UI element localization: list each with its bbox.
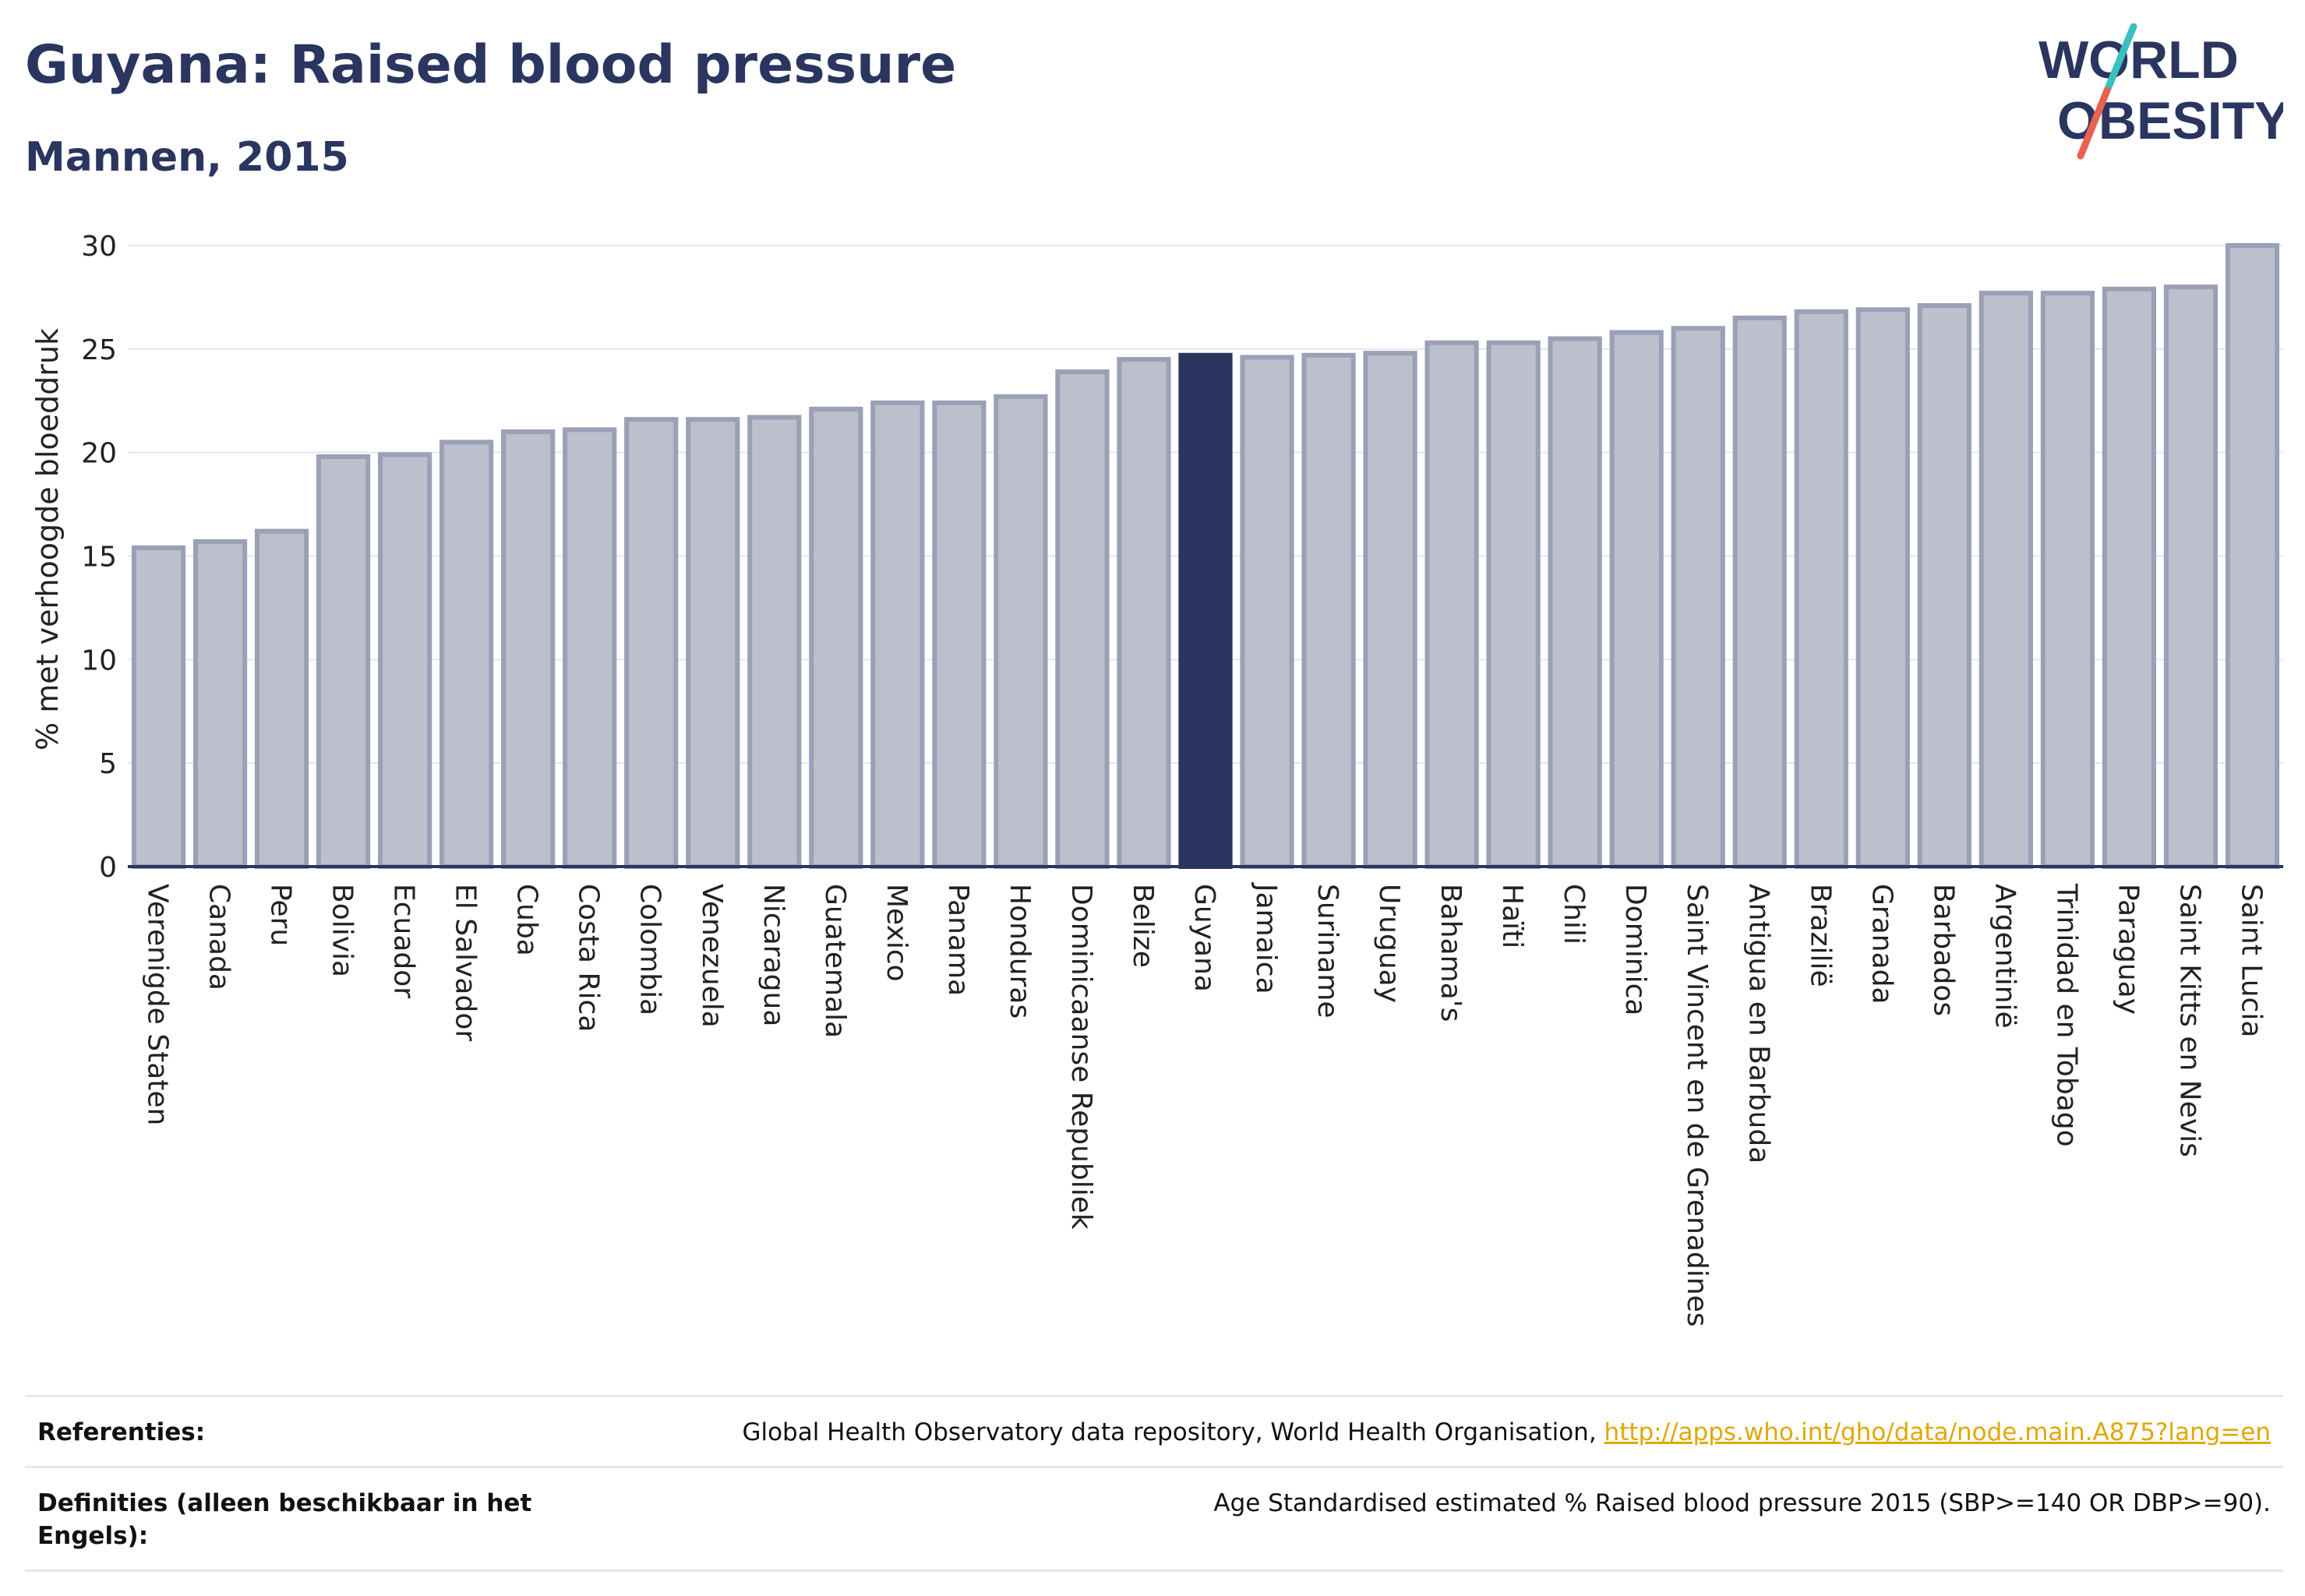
x-tick-label: Ecuador bbox=[388, 884, 420, 998]
x-tick-label: Chili bbox=[1558, 884, 1590, 945]
y-tick-label: 0 bbox=[99, 852, 117, 884]
x-tick-label: Venezuela bbox=[696, 884, 728, 1028]
bar-barbados bbox=[1917, 303, 1971, 869]
bar-argentini- bbox=[1978, 291, 2033, 869]
bar-bolivia bbox=[316, 454, 371, 870]
references-value: Global Health Observatory data repositor… bbox=[742, 1416, 2271, 1449]
logo-text-world: WORLD bbox=[2038, 30, 2239, 90]
x-tick-label: Saint Vincent en de Grenadines bbox=[1681, 884, 1713, 1327]
x-tick-label: Belize bbox=[1127, 884, 1159, 968]
definitions-label: Definities (alleen beschikbaar in het En… bbox=[37, 1489, 532, 1550]
x-tick-label: Granada bbox=[1866, 884, 1897, 1005]
references-table: Referenties: Global Health Observatory d… bbox=[25, 1395, 2283, 1572]
page-subtitle: Mannen, 2015 bbox=[25, 134, 349, 181]
x-tick-label: Brazilië bbox=[1804, 884, 1836, 987]
bar-bahama-s bbox=[1424, 340, 1479, 869]
x-tick-label: Paraguay bbox=[2112, 884, 2144, 1015]
bar-belize bbox=[1117, 357, 1171, 870]
bar-saint-lucia bbox=[2225, 243, 2280, 869]
bar-granada bbox=[1855, 307, 1910, 869]
x-tick-label: El Salvador bbox=[450, 884, 482, 1041]
x-tick-label: Panama bbox=[942, 884, 974, 996]
bar-brazili- bbox=[1794, 309, 1848, 870]
bar-panama bbox=[932, 400, 987, 869]
bar-dominica bbox=[1609, 330, 1664, 869]
logo-slash-bottom bbox=[2077, 87, 2111, 160]
definitions-value: Age Standardised estimated % Raised bloo… bbox=[1213, 1489, 2271, 1517]
bar-honduras bbox=[994, 394, 1048, 870]
bar-chart: 0 5 10 15 20 25 30 Verenigde Staten Canada Peru B… bbox=[30, 231, 2283, 1327]
x-tick-label: Argentinië bbox=[1989, 884, 2021, 1029]
references-label: Referenties: bbox=[37, 1418, 206, 1446]
x-tick-label: Saint Lucia bbox=[2235, 884, 2267, 1037]
x-tick-label: Suriname bbox=[1311, 884, 1343, 1019]
x-tick-label: Costa Rica bbox=[573, 884, 605, 1032]
x-tick-label: Verenigde Staten bbox=[142, 884, 174, 1125]
x-tick-label: Mexico bbox=[881, 884, 912, 982]
bar-ecuador bbox=[378, 452, 432, 870]
bar-canada bbox=[192, 538, 248, 869]
logo-slash-top bbox=[2103, 23, 2137, 94]
page-title: Guyana: Raised blood pressure bbox=[25, 34, 957, 96]
world-obesity-logo: WORLD OBESITY bbox=[2038, 23, 2283, 160]
x-tick-label: Jamaica bbox=[1250, 882, 1282, 994]
bar-uruguay bbox=[1363, 351, 1417, 869]
bar-jamaica bbox=[1240, 355, 1294, 869]
x-tick-label: Honduras bbox=[1004, 884, 1036, 1019]
references-row: Referenties: Global Health Observatory d… bbox=[25, 1395, 2283, 1466]
x-tick-label: Colombia bbox=[634, 884, 666, 1015]
bar-ha-ti bbox=[1486, 340, 1541, 869]
y-axis-label: % met verhoogde bloeddruk bbox=[30, 328, 65, 750]
y-tick-label: 10 bbox=[81, 644, 117, 676]
y-tick-label: 5 bbox=[99, 748, 117, 780]
bar-mexico bbox=[870, 400, 925, 869]
definitions-row: Definities (alleen beschikbaar in het En… bbox=[25, 1466, 2283, 1572]
bar-guatemala bbox=[809, 406, 863, 870]
x-tick-label: Trinidad en Tobago bbox=[2050, 883, 2082, 1147]
y-tick-label: 15 bbox=[81, 542, 117, 574]
x-tick-label: Canada bbox=[203, 884, 235, 990]
x-tick-label: Dominicaanse Republiek bbox=[1065, 884, 1097, 1230]
x-tick-label: Barbados bbox=[1927, 884, 1959, 1016]
bar-el-salvador bbox=[439, 440, 494, 869]
x-tick-label: Saint Kitts en Nevis bbox=[2173, 884, 2205, 1157]
x-tick-label: Bolivia bbox=[327, 884, 358, 977]
y-tick-label: 25 bbox=[81, 334, 117, 366]
x-tick-label: Peru bbox=[265, 884, 297, 946]
bar-trinidad-en-tobago bbox=[2040, 291, 2095, 869]
x-tick-label: Uruguay bbox=[1373, 884, 1405, 1003]
bar-suriname bbox=[1301, 352, 1356, 869]
bar-venezuela bbox=[686, 417, 740, 870]
x-tick-label: Guyana bbox=[1188, 884, 1220, 992]
x-axis-labels: Verenigde Staten Canada Peru Bolivia Ecuador… bbox=[142, 882, 2268, 1327]
x-tick-label: Dominica bbox=[1619, 884, 1651, 1016]
y-tick-label: 30 bbox=[81, 231, 117, 263]
y-axis-ticks: 0 5 10 15 20 25 30 bbox=[81, 231, 117, 884]
bar-dominicaanse-republiek bbox=[1055, 369, 1110, 870]
bar-guyana bbox=[1178, 352, 1233, 869]
x-tick-label: Cuba bbox=[511, 884, 543, 956]
bar-saint-vincent-en-de-grenadines bbox=[1671, 326, 1725, 869]
x-tick-label: Nicaragua bbox=[757, 884, 789, 1026]
bar-cuba bbox=[501, 429, 556, 870]
references-text: Global Health Observatory data repositor… bbox=[742, 1418, 1604, 1446]
bar-peru bbox=[254, 528, 309, 869]
y-tick-label: 20 bbox=[81, 438, 117, 470]
bar-saint-kitts-en-nevis bbox=[2163, 284, 2219, 869]
bar-costa-rica bbox=[563, 427, 617, 869]
bar-nicaragua bbox=[747, 415, 802, 869]
bar-chili bbox=[1548, 336, 1602, 870]
bars bbox=[131, 243, 2280, 870]
x-tick-label: Antigua en Barbuda bbox=[1742, 884, 1774, 1163]
x-tick-label: Guatemala bbox=[819, 884, 851, 1038]
bar-colombia bbox=[624, 417, 679, 870]
bar-paraguay bbox=[2102, 286, 2157, 870]
references-link[interactable]: http://apps.who.int/gho/data/node.main.A… bbox=[1604, 1418, 2271, 1446]
x-tick-label: Bahama's bbox=[1435, 884, 1467, 1022]
x-tick-label: Haïti bbox=[1496, 884, 1528, 948]
bar-antigua-en-barbuda bbox=[1732, 315, 1787, 869]
bar-verenigde-staten bbox=[131, 545, 186, 869]
